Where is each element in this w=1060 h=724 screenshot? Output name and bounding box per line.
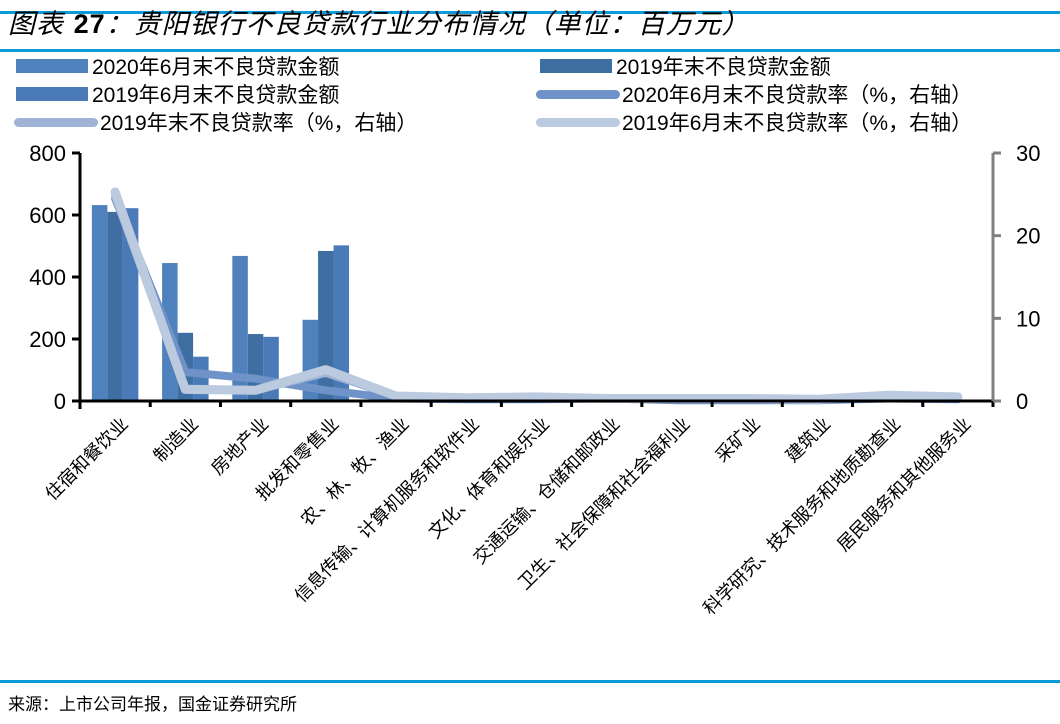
bar xyxy=(91,205,108,401)
rate-line xyxy=(110,187,963,404)
y-tick-label: 400 xyxy=(29,265,66,290)
x-tick-label: 居民服务和其他服务业 xyxy=(833,414,975,556)
chart-plot-area: 0 200 400 600 800 0 10 20 30 住宿和餐饮业 制造业 房地产业批发和零售业… xyxy=(29,141,1040,620)
x-tick-label: 房地产业 xyxy=(207,414,273,480)
y-tick-label: 800 xyxy=(29,141,66,166)
legend-swatch-bar-icon xyxy=(16,87,88,101)
y-tick-label: 0 xyxy=(54,389,66,414)
top-rule xyxy=(0,11,1060,14)
bar xyxy=(232,255,248,401)
y-tick-label: 200 xyxy=(29,327,66,352)
legend-item-line-2019ye: 2019年末不良贷款率（%，右轴） xyxy=(14,108,417,136)
legend-item-line-2020h1: 2020年6月末不良贷款率（%，右轴） xyxy=(536,80,972,108)
legend-swatch-line-icon xyxy=(14,117,98,127)
source-note: 来源：上市公司年报，国金证券研究所 xyxy=(8,695,297,715)
chart-title: 图表 27：贵阳银行不良贷款行业分布情况（单位：百万元） xyxy=(8,9,750,40)
footer-rule xyxy=(0,680,1060,683)
bar xyxy=(247,334,264,401)
y2-tick-label: 20 xyxy=(1016,224,1040,249)
x-tick-label: 建筑业 xyxy=(782,414,835,467)
y-tick-label: 600 xyxy=(29,203,66,228)
y2-tick-label: 30 xyxy=(1016,141,1040,166)
legend-item-bar-2020h1: 2020年6月末不良贷款金额 xyxy=(16,52,339,80)
legend-swatch-bar-icon xyxy=(540,59,612,73)
x-tick-label: 制造业 xyxy=(150,414,203,467)
bar xyxy=(193,356,209,401)
bar-series xyxy=(91,205,630,402)
y2-tick-label: 0 xyxy=(1016,389,1028,414)
bar xyxy=(107,211,123,401)
x-tick-label: 文化、体育和娱乐业 xyxy=(425,414,554,543)
x-tick-label: 采矿业 xyxy=(712,414,765,467)
legend-item-line-2019h1: 2019年6月末不良贷款率（%，右轴） xyxy=(536,108,972,136)
y2-tick-label: 10 xyxy=(1016,306,1040,331)
bar xyxy=(318,250,334,401)
legend-item-bar-2019h1: 2019年6月末不良贷款金额 xyxy=(16,80,339,108)
title-rule xyxy=(0,49,1060,52)
legend-swatch-bar-icon xyxy=(16,59,88,73)
axes: 0 200 400 600 800 0 10 20 30 xyxy=(29,141,1040,414)
x-axis-labels: 住宿和餐饮业 制造业 房地产业批发和零售业农、林、牧、渔业信息传输、计算机服务和软件… xyxy=(41,414,975,620)
x-tick-label: 住宿和餐饮业 xyxy=(41,414,132,505)
legend-swatch-line-icon xyxy=(536,89,620,99)
legend-swatch-line-icon xyxy=(536,117,620,127)
bar xyxy=(333,245,350,401)
legend-item-bar-2019ye: 2019年末不良贷款金额 xyxy=(540,52,831,80)
chart-legend: 2020年6月末不良贷款金额 2019年末不良贷款金额 2019年6月末不良贷款… xyxy=(0,52,1060,138)
